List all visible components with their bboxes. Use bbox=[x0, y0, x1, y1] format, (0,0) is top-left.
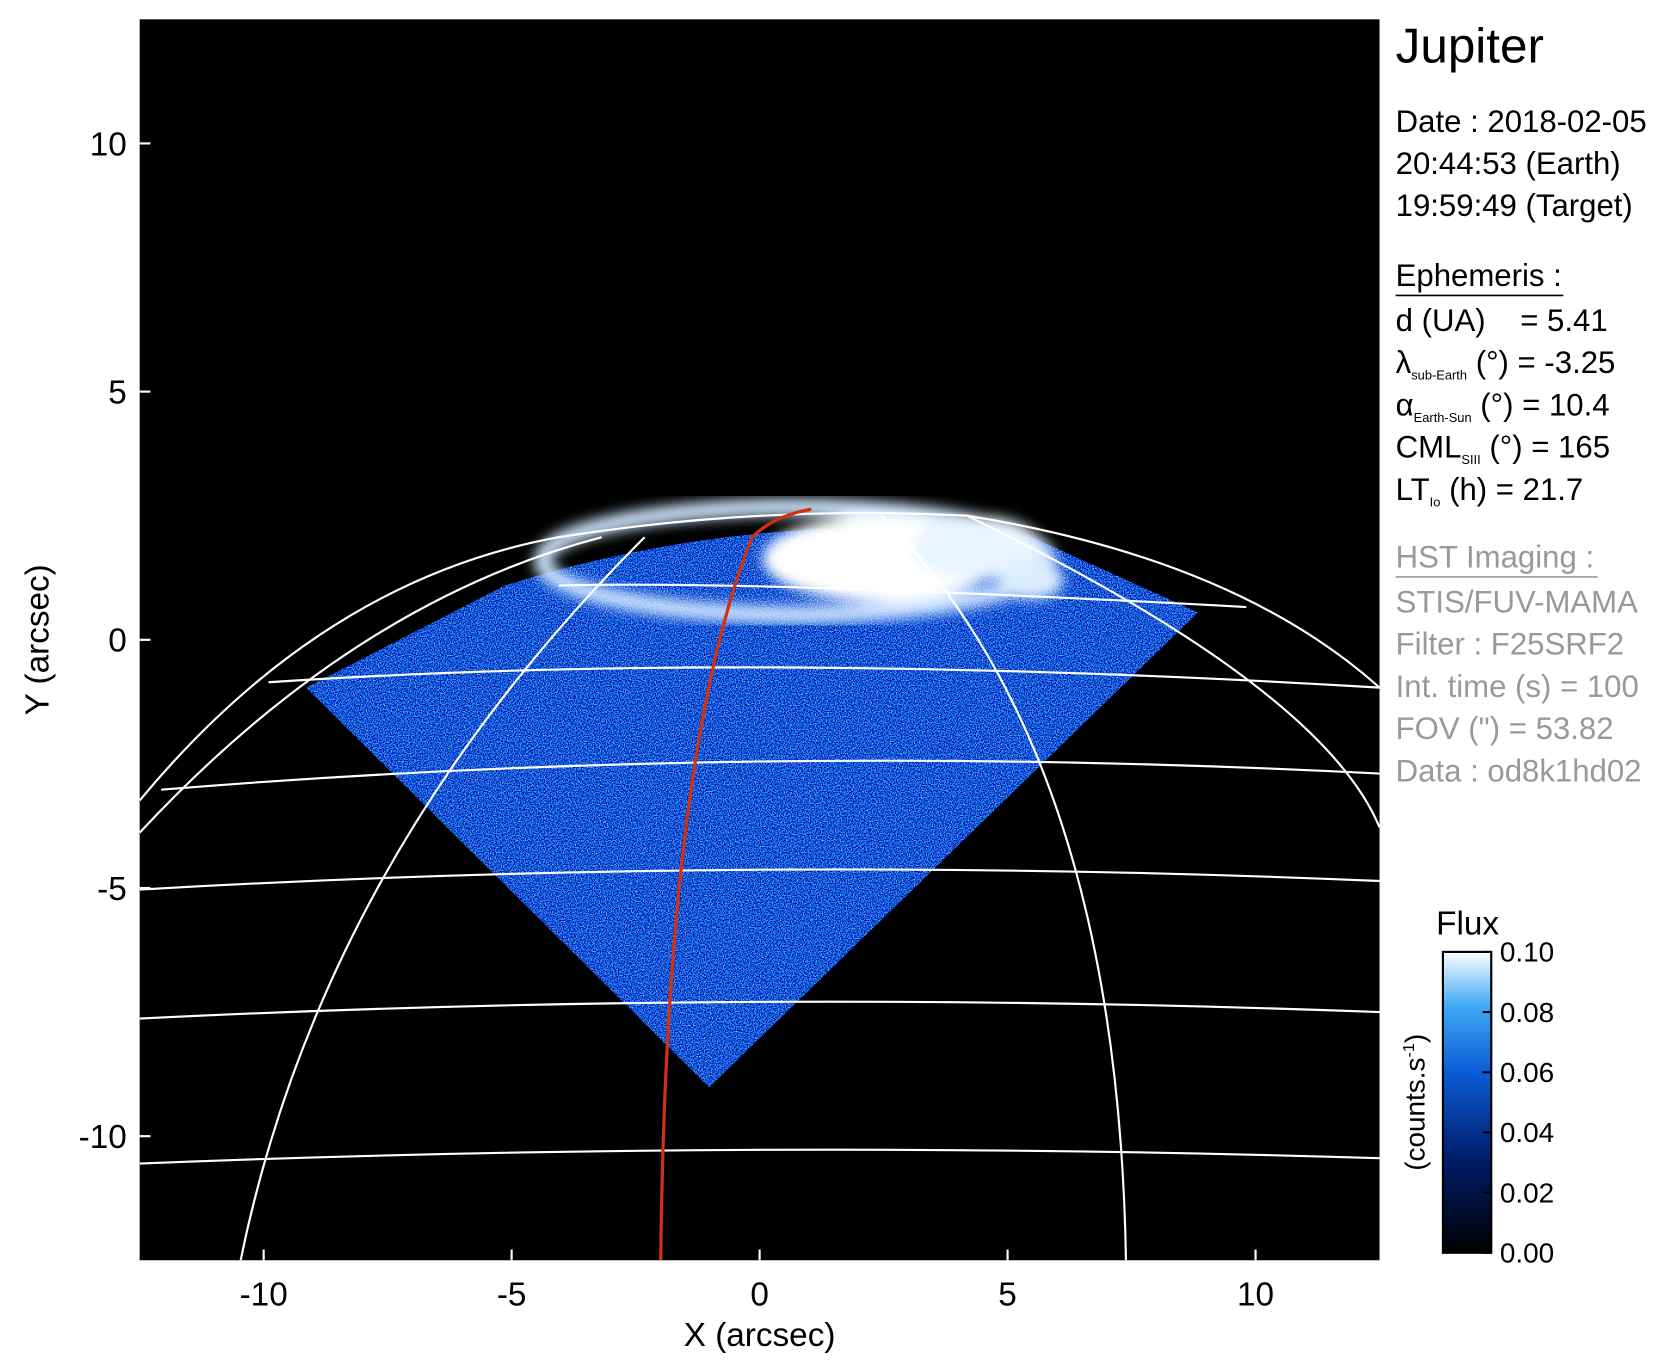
ephemeris-sub: SIII bbox=[1461, 452, 1480, 467]
colorbar-label-text: (counts.s bbox=[1400, 1058, 1431, 1171]
ephemeris-sub: Earth-Sun bbox=[1414, 410, 1472, 425]
colorbar-title: Flux bbox=[1436, 906, 1499, 943]
ephemeris-symbol: λ bbox=[1396, 345, 1412, 380]
info-date: 19:59:49 (Target) bbox=[1396, 188, 1633, 223]
y-tick-label: 5 bbox=[108, 374, 127, 411]
ephemeris-value: (°) = 10.4 bbox=[1472, 387, 1610, 422]
ephemeris-sub: Io bbox=[1430, 494, 1441, 509]
x-axis-label: X (arcsec) bbox=[684, 1317, 836, 1354]
y-tick-label: -5 bbox=[97, 871, 127, 908]
ephemeris-line: CMLSIII (°) = 165 bbox=[1396, 430, 1610, 467]
ephemeris-value: (°) = 165 bbox=[1481, 430, 1610, 465]
ephemeris-value: d (UA) = 5.41 bbox=[1396, 303, 1608, 338]
info-date: 20:44:53 (Earth) bbox=[1396, 146, 1621, 181]
info-title: Jupiter bbox=[1396, 18, 1544, 73]
hst-line: Data : od8k1hd02 bbox=[1396, 753, 1642, 788]
ephemeris-line: d (UA) = 5.41 bbox=[1396, 303, 1608, 338]
hst-line: Filter : F25SRF2 bbox=[1396, 627, 1624, 662]
y-tick-label: 10 bbox=[90, 126, 127, 163]
ephemeris-value: (h) = 21.7 bbox=[1440, 472, 1583, 507]
ephemeris-title: Ephemeris : bbox=[1396, 258, 1562, 293]
x-tick-label: 10 bbox=[1237, 1276, 1274, 1313]
x-tick-label: -10 bbox=[240, 1276, 288, 1313]
y-axis-label: Y (arcsec) bbox=[19, 564, 56, 715]
colorbar-tick-label: 0.00 bbox=[1500, 1237, 1554, 1268]
colorbar-label-sup: -1 bbox=[1400, 1043, 1418, 1057]
ephemeris-line: λsub-Earth (°) = -3.25 bbox=[1396, 345, 1616, 382]
hst-line: Int. time (s) = 100 bbox=[1396, 669, 1639, 704]
x-tick-label: -5 bbox=[497, 1276, 527, 1313]
ephemeris-value: (°) = -3.25 bbox=[1467, 345, 1615, 380]
colorbar-tick-label: 0.10 bbox=[1500, 937, 1554, 968]
hst-line: STIS/FUV-MAMA bbox=[1396, 584, 1638, 619]
hst-line: FOV (") = 53.82 bbox=[1396, 711, 1614, 746]
colorbar-tick-label: 0.08 bbox=[1500, 997, 1554, 1028]
x-tick-label: 0 bbox=[750, 1276, 769, 1313]
colorbar bbox=[1441, 950, 1493, 1254]
planet-grid bbox=[139, 511, 1380, 1261]
figure-body: -10 -5 0 5 10 -10 -5 0 5 10 X (arcsec) Y (arcsec) 0.… bbox=[19, 18, 1646, 1354]
colorbar-label: (counts.s-1) bbox=[1400, 1034, 1431, 1171]
ephemeris-line: LTIo (h) = 21.7 bbox=[1396, 472, 1584, 509]
io-footprint bbox=[659, 507, 812, 1261]
info-date: Date : 2018-02-05 bbox=[1396, 104, 1647, 139]
hst-title: HST Imaging : bbox=[1396, 539, 1594, 574]
colorbar-tick-label: 0.06 bbox=[1500, 1057, 1554, 1088]
y-tick-label: 0 bbox=[108, 623, 127, 660]
ephemeris-sub: sub-Earth bbox=[1411, 368, 1467, 383]
colorbar-tick-label: 0.02 bbox=[1500, 1177, 1554, 1208]
ephemeris-line: αEarth-Sun (°) = 10.4 bbox=[1396, 387, 1610, 424]
aurora bbox=[533, 498, 1064, 624]
ephemeris-symbol: α bbox=[1396, 387, 1414, 422]
y-tick-label: -10 bbox=[79, 1119, 127, 1156]
colorbar-tick-label: 0.04 bbox=[1500, 1117, 1554, 1148]
x-tick-label: 5 bbox=[998, 1276, 1017, 1313]
ephemeris-symbol: LT bbox=[1396, 472, 1430, 507]
ephemeris-symbol: CML bbox=[1396, 430, 1462, 465]
colorbar-label-end: ) bbox=[1400, 1034, 1431, 1043]
